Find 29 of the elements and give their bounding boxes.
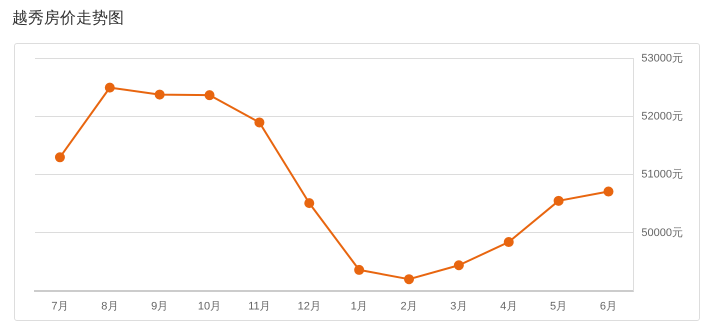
x-tick-label: 7月 bbox=[51, 300, 68, 312]
point bbox=[54, 152, 65, 162]
y-tick-label: 50000元 bbox=[641, 226, 684, 239]
point bbox=[404, 274, 414, 284]
point bbox=[304, 198, 314, 208]
point bbox=[104, 82, 115, 93]
point bbox=[454, 260, 464, 270]
x-tick-label: 11月 bbox=[248, 300, 271, 312]
y-tick-label: 51000元 bbox=[641, 168, 684, 181]
x-tick-label: 1月 bbox=[350, 300, 368, 312]
x-tick-label: 6月 bbox=[600, 300, 618, 312]
x-tick-label: 8月 bbox=[101, 300, 118, 312]
point bbox=[603, 186, 614, 197]
chart-title: 越秀房价走势图 bbox=[12, 8, 125, 29]
x-tick-label: 10月 bbox=[198, 300, 222, 312]
point bbox=[254, 117, 264, 128]
point bbox=[354, 264, 364, 275]
x-tick-label: 4月 bbox=[500, 300, 518, 312]
point bbox=[204, 90, 215, 100]
point bbox=[504, 237, 514, 248]
x-tick-label: 12月 bbox=[298, 300, 321, 312]
x-tick-label: 9月 bbox=[151, 300, 168, 312]
x-tick-label: 2月 bbox=[400, 300, 418, 312]
y-tick-label: 53000元 bbox=[641, 52, 684, 65]
y-tick-label: 52000元 bbox=[641, 110, 684, 123]
x-tick-label: 3月 bbox=[450, 300, 468, 312]
point bbox=[554, 196, 564, 206]
point bbox=[154, 90, 165, 100]
x-tick-label: 5月 bbox=[550, 300, 568, 312]
